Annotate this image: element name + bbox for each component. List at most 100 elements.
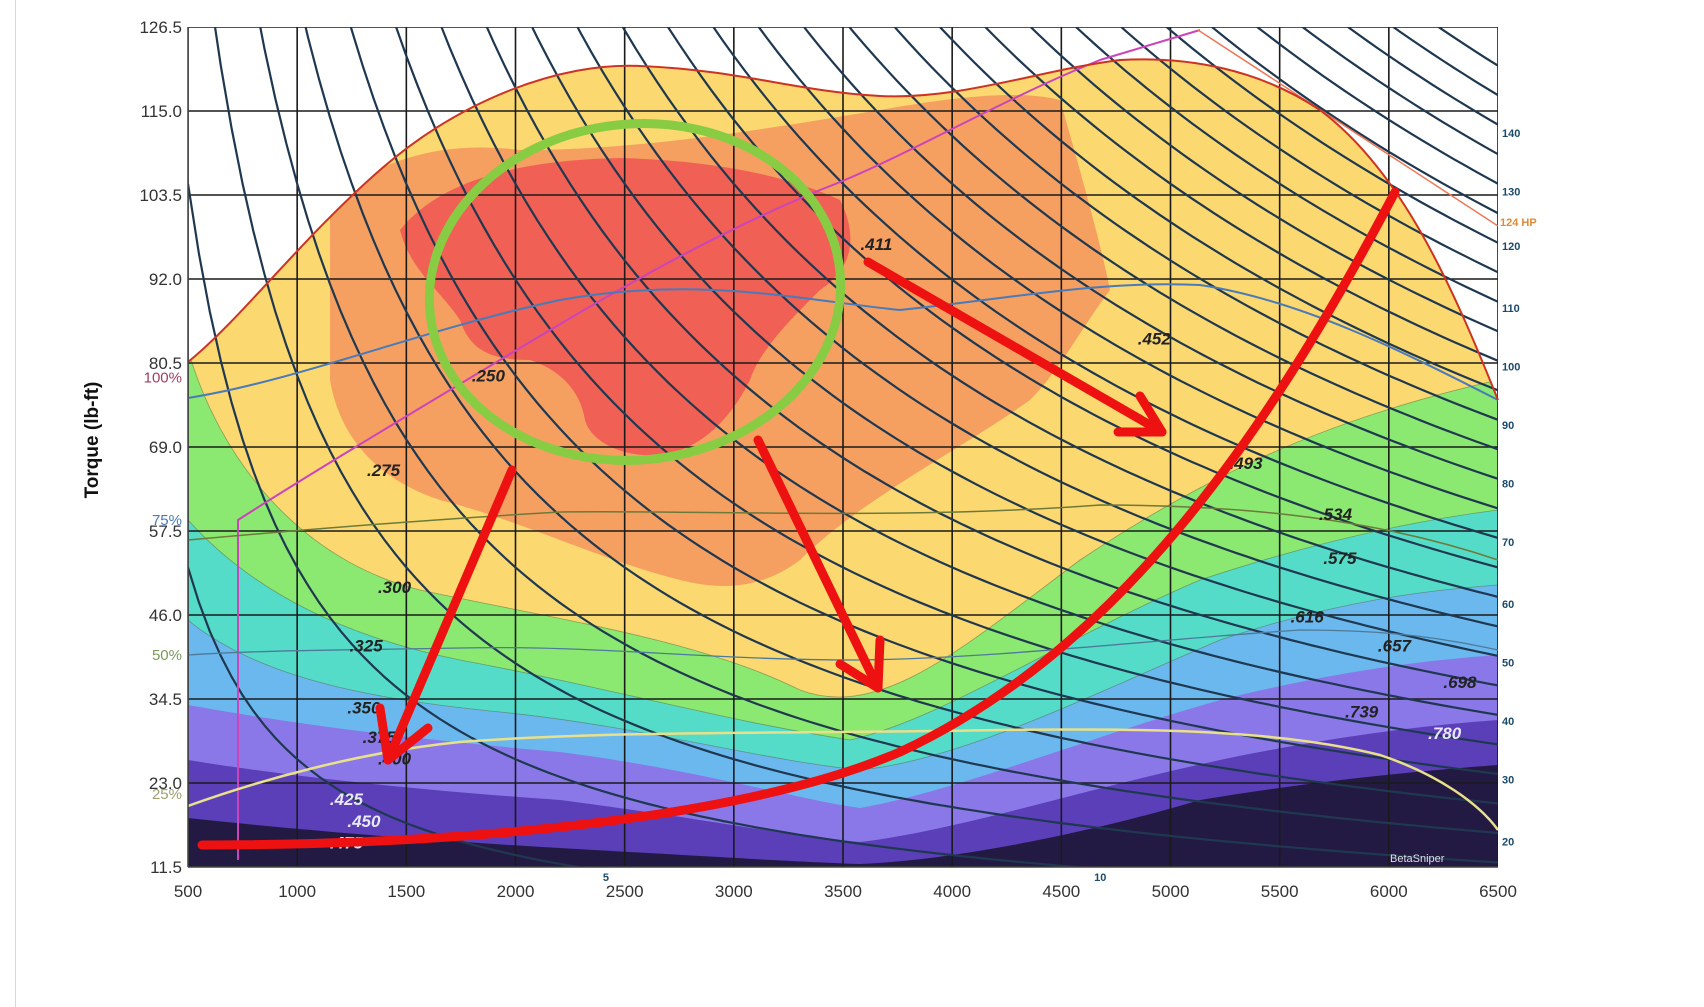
load-percent-label: 75% (152, 512, 182, 529)
hp-curve (1164, 27, 1498, 244)
x-tick-label: 2000 (497, 882, 535, 901)
y-tick-label: 23.0 (149, 774, 182, 793)
x-tick-label: 6500 (1479, 882, 1517, 901)
hp-curve (440, 27, 1498, 716)
x-tick-label: 5500 (1261, 882, 1299, 901)
bsfc-label: .698 (1443, 673, 1477, 692)
y-tick-label: 34.5 (149, 690, 182, 709)
watermark: BetaSniper (1390, 853, 1445, 865)
hp-curve (983, 27, 1498, 362)
bsfc-label: .325 (350, 637, 384, 656)
bsfc-label: .534 (1319, 505, 1353, 524)
hp-curves (188, 27, 1498, 867)
bottom-hp-labels: 5 10 (603, 872, 1107, 884)
x-tick-label: 3000 (715, 882, 753, 901)
load-line-pink (237, 29, 1201, 860)
hp-label: 5 (603, 872, 609, 884)
load-line-75 (188, 504, 1498, 561)
hp-label: 110 (1502, 303, 1520, 315)
max-hp-line (1197, 29, 1498, 227)
hp-label: 100 (1502, 362, 1520, 374)
axes-frame (187, 27, 1498, 868)
bsfc-label: .739 (1345, 702, 1379, 721)
hp-curve (188, 567, 585, 867)
hp-curve (213, 27, 1498, 864)
y-tick-label: 57.5 (149, 522, 182, 541)
y-tick-label: 92.0 (149, 270, 182, 289)
hp-label: 80 (1502, 479, 1514, 491)
grid (188, 27, 1498, 867)
x-tick-label: 1000 (278, 882, 316, 901)
x-tick-label: 2500 (606, 882, 644, 901)
bsfc-label: .300 (378, 578, 412, 597)
hp-label: 40 (1502, 716, 1514, 728)
hp-label: 50 (1502, 657, 1514, 669)
bsfc-label: .575 (1323, 549, 1357, 568)
hp-curve (847, 27, 1498, 451)
x-tick-label: 3500 (824, 882, 862, 901)
bsfc-label: .250 (472, 366, 506, 385)
hp-curve (1119, 27, 1498, 274)
load-percent-labels: 100% 75% 50% 25% (144, 370, 182, 803)
bsfc-label: .450 (347, 812, 381, 831)
best-efficiency-curve (197, 187, 1400, 850)
load-percent-label: 25% (152, 786, 182, 803)
annotations (197, 119, 1400, 850)
hp-labels: 140 130 120 110 100 90 80 70 60 50 40 30 20 (1502, 128, 1520, 849)
bsfc-contour (188, 509, 1498, 741)
x-tick-labels: 500 1000 1500 2000 2500 3000 3500 4000 4500 5000 5… (174, 882, 1517, 901)
hp-label: 30 (1502, 774, 1514, 786)
hp-curve (576, 27, 1498, 628)
hp-curve (1029, 27, 1498, 333)
hp-curve (530, 27, 1498, 657)
hp-curve (757, 27, 1498, 510)
hp-curve (1255, 27, 1498, 185)
bsfc-label: .616 (1291, 607, 1325, 626)
hp-label: 60 (1502, 599, 1514, 611)
hp-label: 130 (1502, 186, 1520, 198)
hp-curve (1074, 27, 1498, 303)
hp-label: 70 (1502, 537, 1514, 549)
bsfc-label: .350 (347, 699, 381, 718)
max-hp-label: 124 HP (1500, 217, 1537, 229)
y-tick-labels: 11.5 23.0 34.5 46.0 57.5 69.0 80.5 92.0 103.5 115… (139, 18, 182, 877)
y-tick-label: 11.5 (150, 858, 182, 877)
x-tick-label: 500 (174, 882, 202, 901)
bsfc-label: .657 (1378, 637, 1413, 656)
arrow-lower-center (753, 435, 885, 693)
hp-label: 20 (1502, 836, 1514, 848)
hp-label: 10 (1094, 872, 1106, 884)
hp-curve (938, 27, 1498, 392)
y-tick-label: 46.0 (149, 606, 182, 625)
bsfc-label: .425 (330, 790, 364, 809)
x-tick-label: 4000 (933, 882, 971, 901)
bsfc-label: .452 (1138, 330, 1172, 349)
y-axis-label: Torque (lb-ft) (82, 382, 103, 499)
max-torque-curve (187, 58, 1499, 401)
hp-curve (712, 27, 1498, 539)
hp-curve (893, 27, 1498, 421)
load-line-100 (188, 283, 1498, 401)
x-tick-label: 4500 (1042, 882, 1080, 901)
y-tick-label: 69.0 (149, 438, 182, 457)
hp-curve (485, 27, 1498, 687)
x-tick-label: 1500 (387, 882, 425, 901)
y-tick-label: 115.0 (141, 102, 182, 121)
load-percent-label: 50% (152, 647, 182, 664)
bsfc-label: .411 (860, 235, 892, 254)
x-tick-label: 6000 (1370, 882, 1408, 901)
bsfc-label: .275 (367, 461, 401, 480)
arrow-lower-left (375, 465, 517, 765)
x-tick-label: 5000 (1152, 882, 1190, 901)
arrow-right (863, 257, 1167, 437)
y-tick-label: 80.5 (149, 354, 182, 373)
hp-label: 140 (1502, 128, 1520, 140)
bsfc-label: .780 (1428, 724, 1462, 743)
hp-curve (188, 183, 1090, 867)
hp-curve (666, 27, 1498, 569)
load-percent-label: 100% (144, 370, 182, 387)
y-tick-label: 126.5 (139, 18, 182, 37)
hp-label: 90 (1502, 420, 1514, 432)
hp-curve (304, 27, 1498, 805)
